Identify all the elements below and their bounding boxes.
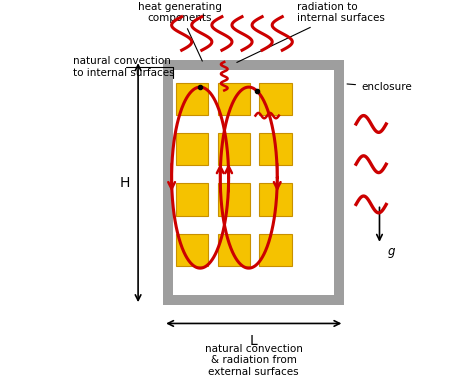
Bar bbox=[176, 234, 208, 266]
Bar bbox=[259, 133, 292, 165]
Bar bbox=[173, 70, 334, 295]
Bar bbox=[218, 133, 250, 165]
Bar bbox=[163, 60, 344, 305]
Bar bbox=[176, 183, 208, 216]
Text: natural convection
& radiation from
external surfaces: natural convection & radiation from exte… bbox=[205, 343, 303, 377]
Bar bbox=[176, 83, 208, 115]
Bar bbox=[259, 83, 292, 115]
Text: enclosure: enclosure bbox=[347, 82, 412, 92]
Text: L: L bbox=[250, 334, 258, 348]
Text: g: g bbox=[388, 245, 395, 257]
Bar bbox=[259, 183, 292, 216]
Bar bbox=[218, 234, 250, 266]
Bar bbox=[259, 234, 292, 266]
Text: heat generating
components: heat generating components bbox=[138, 2, 222, 61]
Text: radiation to
internal surfaces: radiation to internal surfaces bbox=[237, 2, 385, 63]
Bar bbox=[176, 133, 208, 165]
Bar bbox=[218, 183, 250, 216]
Bar bbox=[218, 83, 250, 115]
Text: H: H bbox=[119, 176, 130, 190]
Text: natural convection
to internal surfaces: natural convection to internal surfaces bbox=[73, 56, 174, 78]
